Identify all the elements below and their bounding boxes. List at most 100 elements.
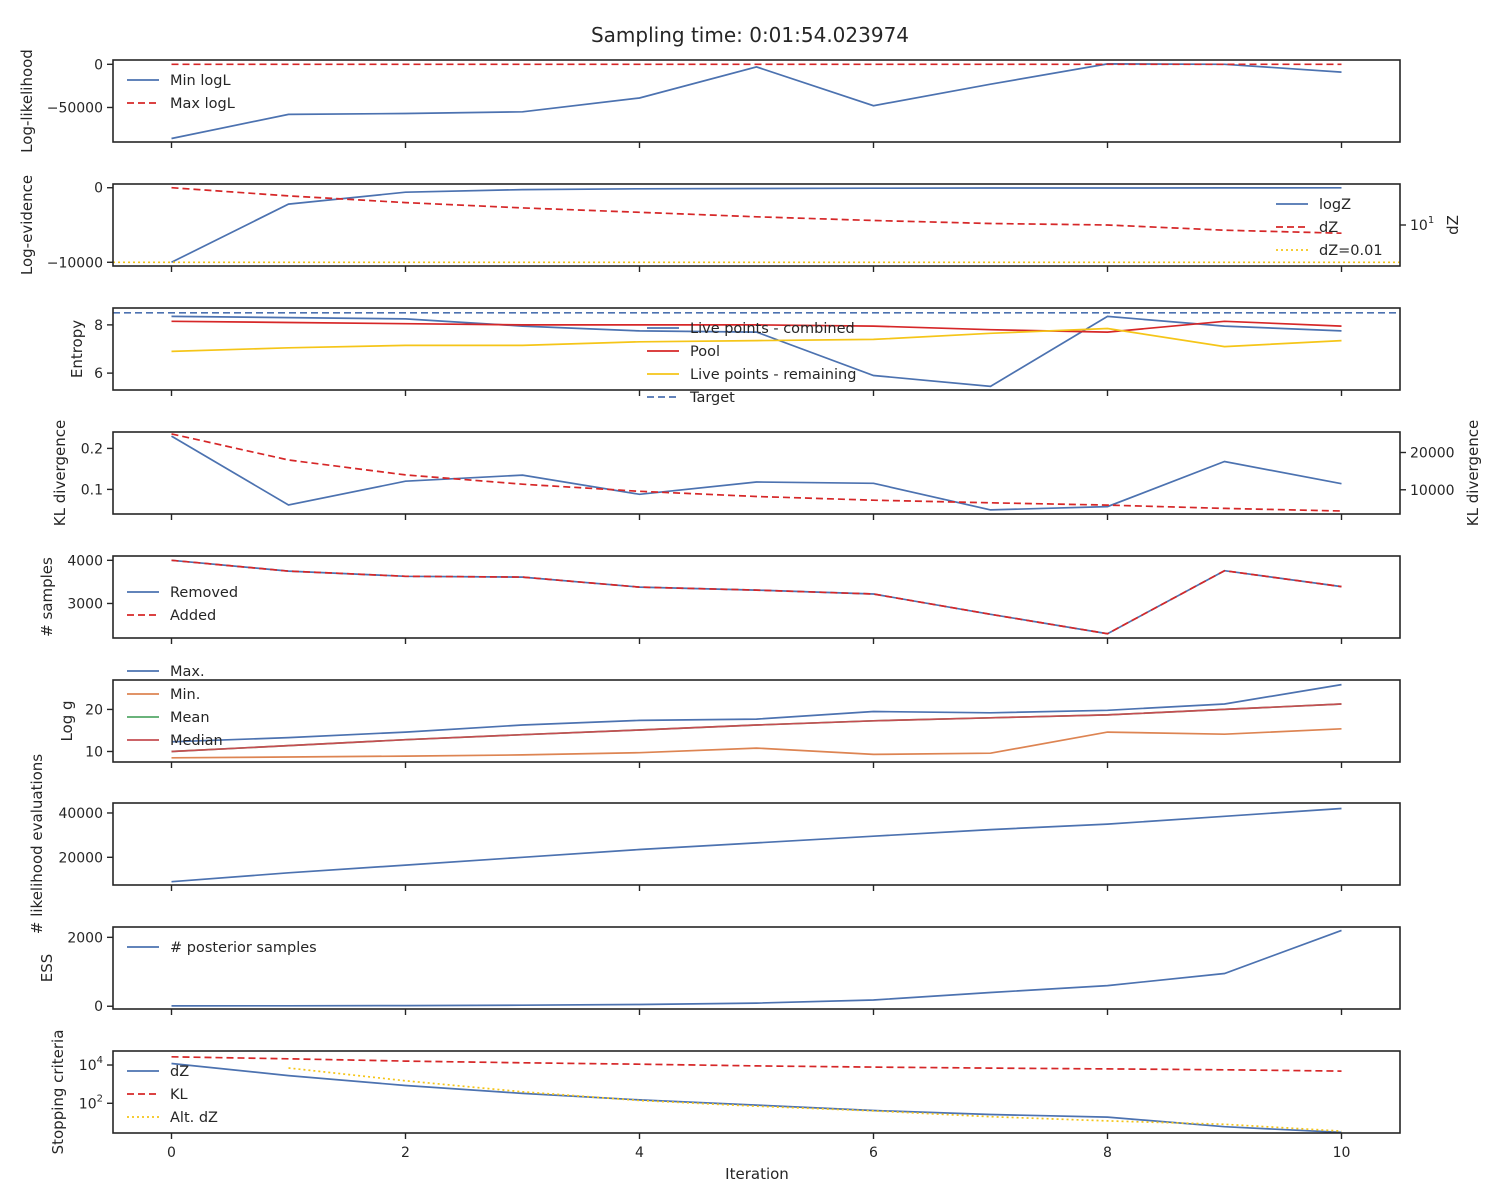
y-tick-label: 0 xyxy=(94,181,103,197)
series-line-loglikelihood-0 xyxy=(171,63,1342,140)
legend-label: Min. xyxy=(170,687,200,703)
panel-loglikelihood: 0 −50000 Log-likelihood Min logL Max logL xyxy=(18,49,1401,153)
series-line-samples-1 xyxy=(171,559,1342,635)
x-tick-label: 4 xyxy=(635,1145,644,1161)
panel-stopping: 0 2 4 6 8 10 104 102 Stopping criteria dZ KL Alt. d… xyxy=(49,1030,1401,1161)
x-axis-label: Iteration xyxy=(725,1165,789,1183)
series-line-ess-0 xyxy=(171,929,1342,1007)
y-tick-label: 10 xyxy=(85,744,103,760)
axes-frame xyxy=(112,431,1401,515)
series-line-kl-1 xyxy=(171,433,1342,512)
y-tick-label: 8 xyxy=(94,318,103,334)
legend-label: Median xyxy=(170,733,223,749)
y-tick-label: 0 xyxy=(94,999,103,1015)
series-line-logevidence-0 xyxy=(171,186,1342,264)
legend-label: dZ=0.01 xyxy=(1319,243,1383,259)
y-tick-label: 104 xyxy=(79,1055,103,1074)
series-line-stopping-1 xyxy=(171,1055,1342,1072)
series-line-logg-1 xyxy=(171,727,1342,759)
legend: Removed Added xyxy=(127,585,238,624)
y-axis-label: # likelihood evaluations xyxy=(28,754,46,934)
y-tick-label-right: 20000 xyxy=(1410,446,1455,462)
panel-logevidence: 0 −10000 101 Log-evidence dZ logZ dZ dZ=0.01 xyxy=(18,175,1462,275)
x-tick-label: 10 xyxy=(1333,1145,1351,1161)
y-tick-label: 0 xyxy=(94,57,103,73)
legend-label: Live points - combined xyxy=(690,321,855,337)
x-tick-label: 2 xyxy=(401,1145,410,1161)
y-tick-label: 6 xyxy=(94,366,103,382)
y-axis-label: Stopping criteria xyxy=(49,1030,67,1155)
panel-ess: 2000 0 ESS # posterior samples xyxy=(38,926,1401,1015)
legend-label: Live points - remaining xyxy=(690,367,856,383)
y-tick-label: 102 xyxy=(79,1093,103,1112)
axes-frame xyxy=(112,555,1401,639)
x-tick-label: 6 xyxy=(869,1145,878,1161)
y-tick-label: 0.2 xyxy=(81,441,103,457)
axes-frame xyxy=(112,926,1401,1010)
y-tick-label: 20000 xyxy=(58,850,103,866)
panels: 0 −50000 Log-likelihood Min logL Max logL 0 −1… xyxy=(18,49,1482,1161)
series-line-logg-3 xyxy=(171,703,1342,753)
y-tick-label: −50000 xyxy=(47,100,103,116)
y-tick-label: 0.1 xyxy=(81,482,103,498)
legend: logZ dZ dZ=0.01 xyxy=(1276,197,1383,259)
y-axis-label-right: KL divergence xyxy=(1464,420,1482,526)
series-line-logg-0 xyxy=(171,683,1342,743)
series-line-stopping-0 xyxy=(171,1062,1342,1134)
x-tick-label: 8 xyxy=(1103,1145,1112,1161)
series-line-samples-0 xyxy=(171,559,1342,635)
panel-samples: 4000 3000 # samples Removed Added xyxy=(38,553,1401,644)
series-line-likelihood_evals-0 xyxy=(171,807,1342,883)
panel-kl: 0.2 0.1 20000 10000 KL divergence KL divergen… xyxy=(51,420,1482,526)
legend-label: dZ xyxy=(1319,220,1338,236)
y-axis-label: ESS xyxy=(38,954,56,983)
y-tick-label-right: 101 xyxy=(1410,215,1434,234)
legend-label: # posterior samples xyxy=(170,940,317,956)
series-line-entropy-2 xyxy=(171,327,1342,353)
y-tick-label: 20 xyxy=(85,702,103,718)
y-tick-label: 4000 xyxy=(67,553,103,569)
y-axis-label-right: dZ xyxy=(1444,215,1462,235)
y-axis-label: Entropy xyxy=(68,320,86,378)
y-tick-label-right: 10000 xyxy=(1410,483,1455,499)
panel-likelihood_evals: 40000 20000 # likelihood evaluations xyxy=(28,754,1401,934)
legend-label: logZ xyxy=(1319,197,1351,213)
series-line-logevidence-1 xyxy=(171,186,1342,235)
axes-frame xyxy=(112,1050,1401,1134)
legend-label: Removed xyxy=(170,585,238,601)
legend-label: Min logL xyxy=(170,73,231,89)
series-line-kl-0 xyxy=(171,435,1342,511)
legend-label: KL xyxy=(170,1087,188,1103)
y-axis-label: Log-evidence xyxy=(18,175,36,275)
series-line-entropy-1 xyxy=(171,320,1342,333)
legend-label: dZ xyxy=(170,1064,189,1080)
axes-frame xyxy=(112,307,1401,391)
legend-label: Max logL xyxy=(170,96,235,112)
series-line-entropy-0 xyxy=(171,315,1342,388)
y-tick-label: 40000 xyxy=(58,806,103,822)
legend-label: Added xyxy=(170,608,216,624)
panel-logg: 20 10 Log g Max. Min. Mean Median xyxy=(58,664,1401,768)
series-line-logg-2 xyxy=(171,703,1342,753)
axes-frame xyxy=(112,679,1401,763)
y-tick-label: −10000 xyxy=(47,255,103,271)
legend: Live points - combined Pool Live points - … xyxy=(647,321,856,406)
legend: dZ KL Alt. dZ xyxy=(127,1064,218,1126)
figure-title: Sampling time: 0:01:54.023974 xyxy=(591,23,909,47)
legend: # posterior samples xyxy=(127,940,317,956)
y-axis-label: # samples xyxy=(38,557,56,637)
axes-frame xyxy=(112,802,1401,886)
series-line-stopping-2 xyxy=(288,1067,1342,1132)
y-axis-label: KL divergence xyxy=(51,420,69,526)
x-tick-label: 0 xyxy=(167,1145,176,1161)
y-axis-label: Log-likelihood xyxy=(18,49,36,153)
legend-label: Max. xyxy=(170,664,205,680)
legend: Min logL Max logL xyxy=(127,73,235,112)
legend-label: Pool xyxy=(690,344,720,360)
y-axis-label: Log g xyxy=(58,700,76,741)
axes-frame xyxy=(112,59,1401,143)
legend-label: Alt. dZ xyxy=(170,1110,218,1126)
legend-label: Mean xyxy=(170,710,210,726)
